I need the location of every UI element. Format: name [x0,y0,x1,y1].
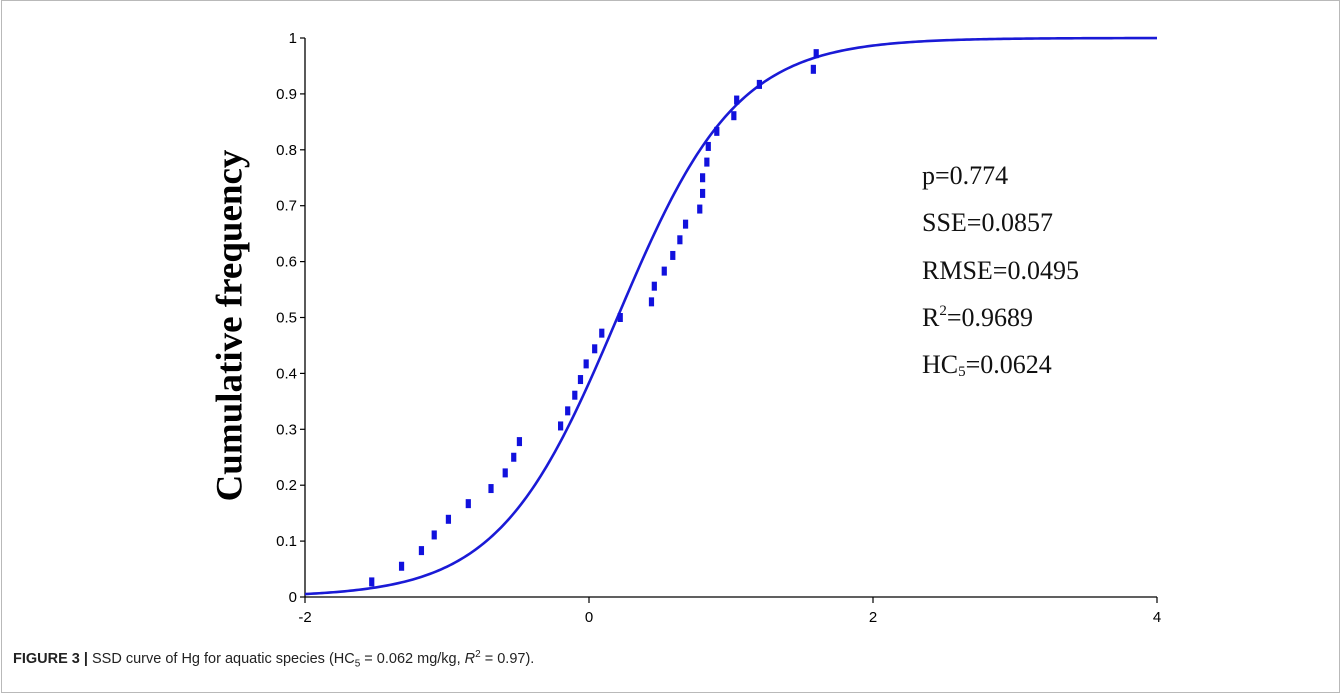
data-point [661,266,667,276]
data-point [369,577,375,587]
x-tick-label: 0 [585,609,593,626]
data-point [648,297,655,307]
data-point [565,406,571,416]
data-point [577,375,584,385]
data-point [734,95,740,105]
data-point [700,173,706,183]
y-tick-label: 0.2 [276,477,297,494]
x-tick-label: -2 [298,609,311,626]
y-axis-label: Cumulative frequency [209,149,251,501]
data-point [488,484,494,494]
rmse-annotation: RMSE=0.0495 [922,256,1079,285]
hc5-annotation: HC5=0.0624 [922,350,1052,380]
r-squared-annotation: R2=0.9689 [922,303,1034,332]
data-point [599,328,605,338]
data-point [583,359,589,369]
data-point [714,126,720,136]
data-point [431,530,437,540]
data-point [445,514,452,524]
data-point [700,188,706,198]
y-tick-label: 0 [289,589,297,606]
p-value-annotation: p=0.774 [922,161,1009,190]
data-point [516,437,523,447]
data-point [697,204,703,214]
data-point [418,546,425,556]
data-point [511,452,517,462]
data-point [651,281,657,291]
data-point [617,313,623,322]
y-tick-label: 0.4 [276,365,297,382]
data-point [558,421,564,431]
y-tick-label: 0.5 [276,310,297,327]
fitted-curve-line [304,36,1157,596]
data-point [572,390,578,400]
data-point [592,344,598,354]
y-tick-label: 0.1 [276,533,297,550]
y-tick-label: 0.3 [276,421,297,438]
x-tick-label: 4 [1153,609,1161,626]
y-tick-label: 0.8 [276,142,297,159]
data-point [677,235,683,245]
y-tick-label: 1 [289,30,297,47]
y-tick-label: 0.6 [276,254,297,271]
y-tick-label: 0.7 [276,198,297,215]
data-point [813,49,819,59]
data-point [682,219,689,229]
ssd-chart: -2 0 2 400.10.20.30.40.50.60.70.80.91 [276,30,1161,626]
data-point [398,561,405,571]
figure-label: FIGURE 3 | [13,650,88,667]
data-point [731,111,737,121]
sse-annotation: SSE=0.0857 [922,208,1053,237]
data-point [810,64,816,74]
data-point [465,499,471,509]
data-point [756,79,762,89]
x-tick-label: 2 [869,609,877,626]
figure-caption: FIGURE 3 | SSD curve of Hg for aquatic s… [13,649,535,670]
data-point [670,250,676,260]
data-point [705,141,711,151]
y-tick-label: 0.9 [276,86,297,103]
data-point [704,157,710,167]
data-point [502,468,508,478]
